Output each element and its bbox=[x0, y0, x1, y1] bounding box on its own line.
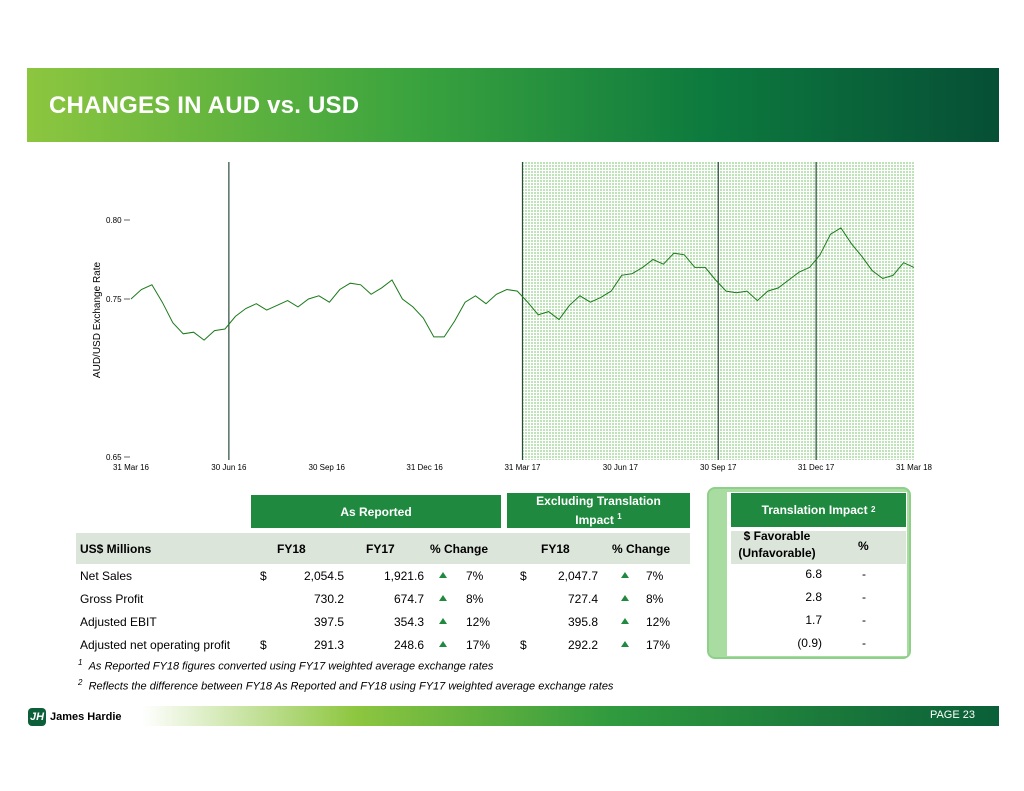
up-arrow-icon bbox=[439, 595, 447, 601]
company-logo: JH James Hardie bbox=[28, 707, 122, 727]
ti-pct-value: - bbox=[862, 590, 866, 604]
row-label: Adjusted net operating profit bbox=[80, 638, 231, 652]
fy17-value: 674.7 bbox=[393, 592, 424, 606]
fy18-value: 730.2 bbox=[313, 592, 344, 606]
favorable-value: 2.8 bbox=[805, 590, 822, 604]
footer-bar: PAGE 23 bbox=[142, 706, 999, 726]
ti-pct-value: - bbox=[862, 567, 866, 581]
pct-change-value: 12% bbox=[466, 615, 491, 629]
pct-change-value: 17% bbox=[466, 638, 491, 652]
col-header-label: US$ Millions bbox=[80, 542, 152, 556]
ti-pct-value: - bbox=[862, 613, 866, 627]
footnote-2: 2 Reflects the difference between FY18 A… bbox=[78, 678, 614, 693]
x-tick-label: 31 Dec 16 bbox=[406, 463, 443, 472]
x-tick-label: 31 Mar 17 bbox=[504, 463, 541, 472]
favorable-value: 1.7 bbox=[805, 613, 822, 627]
column-header-row bbox=[76, 533, 690, 564]
x-tick-label: 30 Sep 16 bbox=[309, 463, 346, 472]
row-label: Adjusted EBIT bbox=[80, 615, 157, 629]
as-reported-header: As Reported bbox=[251, 495, 501, 528]
x-tick-label: 31 Dec 17 bbox=[798, 463, 835, 472]
col-header-pct: % Change bbox=[430, 542, 489, 556]
x-tick-label: 30 Jun 17 bbox=[603, 463, 639, 472]
fy17-value: 1,921.6 bbox=[383, 569, 424, 583]
fy17-value: 354.3 bbox=[393, 615, 424, 629]
translation-impact-header: Translation Impact 2 bbox=[731, 493, 906, 527]
currency-symbol: $ bbox=[260, 638, 267, 652]
col-header-ex-fy18: FY18 bbox=[541, 542, 570, 556]
col-header-ti-pct: % bbox=[858, 539, 869, 553]
col-header-ex-pct: % Change bbox=[612, 542, 671, 556]
currency-symbol: $ bbox=[520, 569, 527, 583]
y-tick-label: 0.65 bbox=[106, 453, 122, 462]
ex-pct-change-value: 7% bbox=[646, 569, 664, 583]
ex-fy18-value: 292.2 bbox=[567, 638, 598, 652]
ex-pct-change-value: 17% bbox=[646, 638, 671, 652]
ex-pct-change-value: 8% bbox=[646, 592, 664, 606]
ex-fy18-value: 395.8 bbox=[567, 615, 598, 629]
exchange-rate-chart: 0.80 0.75 0.65 31 Mar 16 30 Jun 16 30 Sep 16… bbox=[92, 162, 933, 472]
favorable-value: (0.9) bbox=[797, 636, 822, 650]
up-arrow-icon bbox=[439, 618, 447, 624]
x-tick-label: 30 Sep 17 bbox=[700, 463, 737, 472]
ti-column-header-row bbox=[731, 531, 906, 564]
page-title: CHANGES IN AUD vs. USD bbox=[49, 92, 360, 119]
excluding-translation-header: Excluding Translation Impact 1 bbox=[507, 493, 690, 528]
up-arrow-icon bbox=[621, 618, 629, 624]
y-axis-label: AUD/USD Exchange Rate bbox=[92, 261, 103, 378]
fy17-value: 248.6 bbox=[393, 638, 424, 652]
ex-pct-change-value: 12% bbox=[646, 615, 671, 629]
footnote-1: 1 As Reported FY18 figures converted usi… bbox=[78, 658, 494, 673]
ex-fy18-value: 2,047.7 bbox=[557, 569, 598, 583]
fy18-value: 397.5 bbox=[313, 615, 344, 629]
up-arrow-icon bbox=[621, 572, 629, 578]
page-number: PAGE 23 bbox=[929, 709, 975, 721]
currency-symbol: $ bbox=[260, 569, 267, 583]
up-arrow-icon bbox=[621, 595, 629, 601]
logo-text: James Hardie bbox=[50, 711, 122, 723]
x-tick-label: 30 Jun 16 bbox=[211, 463, 247, 472]
logo-mark-icon: JH bbox=[28, 708, 46, 726]
ti-pct-value: - bbox=[862, 636, 866, 650]
pct-change-value: 8% bbox=[466, 592, 484, 606]
currency-symbol: $ bbox=[520, 638, 527, 652]
fy18-value: 2,054.5 bbox=[303, 569, 344, 583]
col-header-fy17: FY17 bbox=[366, 542, 395, 556]
up-arrow-icon bbox=[439, 572, 447, 578]
title-banner: CHANGES IN AUD vs. USD bbox=[27, 68, 999, 142]
y-tick-label: 0.80 bbox=[106, 216, 122, 225]
row-label: Gross Profit bbox=[80, 592, 144, 606]
row-label: Net Sales bbox=[80, 569, 133, 583]
ex-fy18-value: 727.4 bbox=[567, 592, 598, 606]
favorable-value: 6.8 bbox=[805, 567, 822, 581]
pct-change-value: 7% bbox=[466, 569, 484, 583]
x-tick-label: 31 Mar 18 bbox=[896, 463, 933, 472]
x-tick-label: 31 Mar 16 bbox=[113, 463, 150, 472]
aud-usd-series-line bbox=[130, 227, 915, 341]
col-header-fy18: FY18 bbox=[277, 542, 306, 556]
y-tick-label: 0.75 bbox=[106, 295, 122, 304]
col-header-fav: $ Favorable (Unfavorable) bbox=[738, 529, 816, 560]
up-arrow-icon bbox=[621, 641, 629, 647]
fy18-value: 291.3 bbox=[313, 638, 344, 652]
up-arrow-icon bbox=[439, 641, 447, 647]
